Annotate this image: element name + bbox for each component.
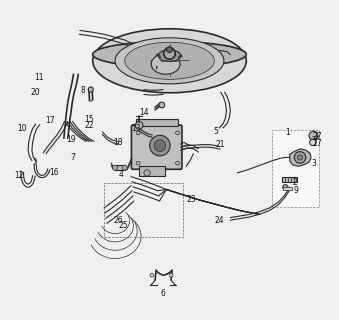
- Text: 14: 14: [139, 108, 149, 117]
- Text: 22: 22: [84, 121, 94, 130]
- Circle shape: [136, 161, 140, 165]
- Circle shape: [136, 131, 140, 135]
- Bar: [115, 165, 125, 170]
- Text: 13: 13: [131, 124, 141, 133]
- Text: 7: 7: [71, 153, 75, 162]
- Text: 10: 10: [17, 124, 26, 133]
- Text: 6: 6: [161, 289, 165, 298]
- Text: 11: 11: [34, 73, 44, 82]
- Text: 21: 21: [215, 140, 225, 149]
- Text: 1: 1: [285, 128, 290, 137]
- Text: 20: 20: [31, 88, 41, 97]
- Circle shape: [283, 185, 288, 190]
- Circle shape: [167, 47, 172, 52]
- Circle shape: [135, 122, 143, 129]
- Bar: [139, 166, 165, 176]
- Circle shape: [309, 131, 318, 140]
- Text: 27: 27: [313, 132, 322, 141]
- Text: 12: 12: [14, 171, 24, 180]
- Text: 2: 2: [293, 178, 297, 187]
- Circle shape: [310, 139, 316, 146]
- Bar: [104, 183, 183, 237]
- Text: 15: 15: [84, 115, 94, 124]
- Text: 17: 17: [46, 116, 55, 125]
- Circle shape: [176, 131, 179, 135]
- Bar: [281, 177, 297, 182]
- Circle shape: [164, 48, 175, 59]
- Circle shape: [169, 273, 173, 277]
- Bar: [283, 187, 292, 190]
- Text: 23: 23: [186, 195, 196, 204]
- Text: 3: 3: [312, 159, 317, 168]
- Circle shape: [176, 161, 179, 165]
- Polygon shape: [290, 149, 311, 166]
- Text: 5: 5: [214, 127, 218, 136]
- Circle shape: [144, 170, 150, 176]
- Circle shape: [122, 165, 127, 170]
- Text: 24: 24: [214, 216, 224, 225]
- Bar: [136, 119, 178, 126]
- Circle shape: [294, 152, 306, 163]
- Circle shape: [298, 155, 303, 160]
- Ellipse shape: [115, 38, 224, 84]
- Text: 16: 16: [49, 168, 58, 177]
- Ellipse shape: [93, 42, 246, 67]
- FancyBboxPatch shape: [132, 125, 182, 169]
- Ellipse shape: [93, 29, 246, 93]
- Text: 18: 18: [113, 138, 122, 147]
- Circle shape: [159, 102, 165, 108]
- Bar: [272, 130, 319, 207]
- Ellipse shape: [125, 42, 214, 79]
- Text: 27: 27: [313, 139, 322, 148]
- Circle shape: [88, 87, 93, 92]
- Text: 8: 8: [81, 86, 85, 95]
- Ellipse shape: [151, 54, 180, 74]
- Circle shape: [113, 165, 118, 170]
- Circle shape: [154, 140, 166, 151]
- Text: 19: 19: [66, 135, 76, 144]
- Text: 9: 9: [294, 186, 298, 195]
- Circle shape: [149, 135, 170, 156]
- Text: 4: 4: [118, 170, 123, 179]
- Text: 26: 26: [114, 216, 123, 225]
- Circle shape: [150, 273, 154, 277]
- Text: 25: 25: [118, 221, 128, 230]
- Ellipse shape: [158, 50, 181, 61]
